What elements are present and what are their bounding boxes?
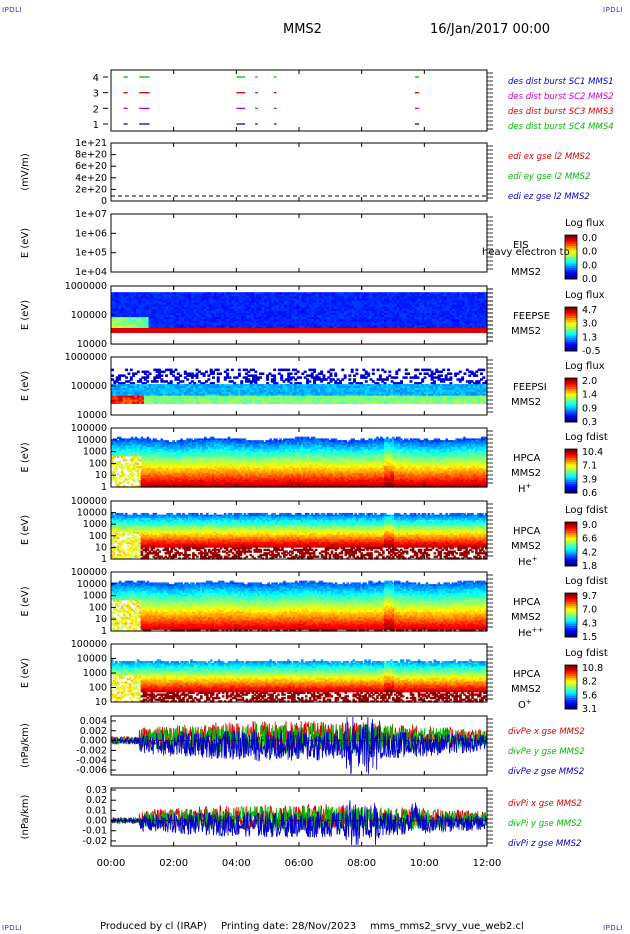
spectro-cell xyxy=(212,376,215,379)
spectro-cell xyxy=(196,376,199,379)
spectro-cell xyxy=(125,376,128,379)
spectro-cell xyxy=(203,374,206,377)
feepse-red-band xyxy=(111,328,487,333)
spectro-cell xyxy=(254,371,257,374)
y-tick-label: 1e+21 xyxy=(75,138,107,149)
y-tick-label: 100000 xyxy=(71,310,107,321)
spectro-cell xyxy=(149,372,152,375)
y-tick-label: 10000 xyxy=(77,339,107,350)
spectro-cell xyxy=(130,369,133,372)
y-tick-label: 4e+20 xyxy=(75,173,107,184)
spectro-cell xyxy=(186,378,189,381)
spectro-cell xyxy=(217,380,220,383)
legend-entry-burst: des dist burst SC3 MMS3 xyxy=(508,107,614,117)
spectro-cell xyxy=(261,372,264,375)
spectro-cell xyxy=(174,369,177,372)
colorbar-tick-label: 3.0 xyxy=(582,319,597,330)
colorbar-tick-label: 0.0 xyxy=(582,260,597,271)
spectro-cell xyxy=(266,378,269,381)
spectro-cell xyxy=(217,369,220,372)
colorbar-tick-label: 0.0 xyxy=(582,233,597,244)
spectro-cell xyxy=(205,371,208,374)
instrument-label-feepse: FEEPSE xyxy=(513,311,550,322)
panel-frame-burst xyxy=(111,70,487,131)
y-tick-label: 1e+07 xyxy=(75,209,107,220)
colorbar-tick-label: 0.0 xyxy=(582,247,597,258)
spectro-cell xyxy=(125,369,128,372)
spectro-cell xyxy=(160,374,163,377)
legend-entry-edi: edi ez gse l2 MMS2 xyxy=(508,192,590,202)
spectro-cell xyxy=(287,369,290,372)
spectro-cell xyxy=(273,369,276,372)
spectro-cell xyxy=(207,378,210,381)
colorbar-title-feepse: Log flux xyxy=(565,290,605,301)
spectro-cell xyxy=(137,371,140,374)
y-tick-label: 1e+06 xyxy=(75,228,107,239)
spectro-cell xyxy=(238,369,241,372)
spectro-cell xyxy=(118,378,121,381)
colorbar-title-eis: Log flux xyxy=(565,218,605,229)
spectro-cell xyxy=(238,374,241,377)
sc-label-feepse: MMS2 xyxy=(511,326,541,337)
colorbar-tick-label: 1.3 xyxy=(582,332,597,343)
spectro-cell xyxy=(179,374,182,377)
y-axis-label-edi: (mV/m) xyxy=(20,153,31,191)
spectro-cell xyxy=(219,372,222,375)
y-tick-label: 0 xyxy=(101,196,107,207)
legend-entry-edi: edi ey gse l2 MMS2 xyxy=(508,172,590,182)
panel-frame-edi xyxy=(111,143,487,201)
y-axis-label-feepse: E (eV) xyxy=(20,300,31,330)
eis-overlay-text: heavy electron to xyxy=(482,247,570,258)
y-axis-label-eis: E (eV) xyxy=(20,228,31,258)
spectro-cell xyxy=(259,376,262,379)
spectro-cell xyxy=(229,376,232,379)
spectro-cell xyxy=(226,369,229,372)
colorbar-tick-label: 0.0 xyxy=(582,274,597,285)
spectro-cell xyxy=(156,380,159,383)
panel-frame-eis xyxy=(111,214,487,272)
y-tick-label: 6e+20 xyxy=(75,161,107,172)
spectro-cell xyxy=(212,372,215,375)
y-tick-label: 1e+05 xyxy=(75,248,107,259)
spectro-cell xyxy=(182,380,185,383)
y-tick-label: 1000000 xyxy=(65,281,107,292)
sc-label-eis: MMS2 xyxy=(511,267,541,278)
y-tick-label: 2e+20 xyxy=(75,184,107,195)
spectrogram-feepsi xyxy=(111,369,488,404)
spectro-cell xyxy=(231,369,234,372)
legend-entry-burst: des dist burst SC2 MMS2 xyxy=(508,92,614,102)
spectro-cell xyxy=(146,380,149,383)
spectro-cell xyxy=(130,378,133,381)
colorbar-tick-label: 4.7 xyxy=(582,305,597,316)
legend-entry-edi: edi ex gse l2 MMS2 xyxy=(508,152,590,162)
spectro-cell xyxy=(127,372,130,375)
y-tick-label: 1e+04 xyxy=(75,267,107,278)
y-tick-label: 8e+20 xyxy=(75,150,107,161)
spectro-cell xyxy=(165,374,168,377)
y-tick-label: 4 xyxy=(93,73,99,84)
y-tick-label: 2 xyxy=(93,104,99,115)
legend-entry-burst: des dist burst SC1 MMS1 xyxy=(508,77,614,87)
spectro-cell xyxy=(146,376,149,379)
legend-entry-burst: des dist burst SC4 MMS4 xyxy=(508,122,614,132)
colorbar-tick-label: -0.5 xyxy=(582,346,601,357)
y-tick-label: 1 xyxy=(93,120,99,131)
y-tick-label: 3 xyxy=(93,89,99,100)
